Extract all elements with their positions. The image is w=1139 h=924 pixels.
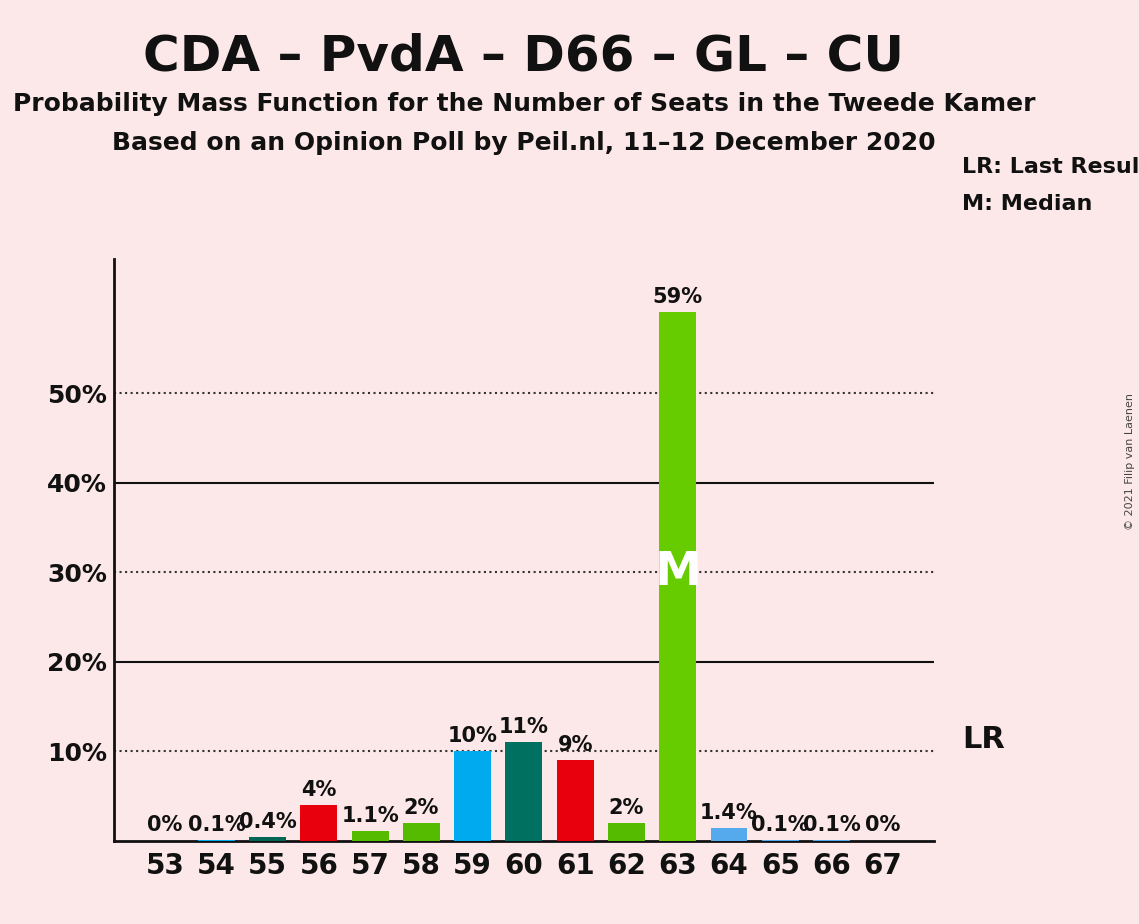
- Text: 4%: 4%: [301, 780, 337, 799]
- Text: LR: LR: [962, 724, 1006, 754]
- Text: 0.1%: 0.1%: [188, 815, 245, 834]
- Bar: [301, 805, 337, 841]
- Bar: [608, 823, 645, 841]
- Text: 0%: 0%: [865, 816, 901, 835]
- Text: 2%: 2%: [403, 797, 440, 818]
- Text: Based on an Opinion Poll by Peil.nl, 11–12 December 2020: Based on an Opinion Poll by Peil.nl, 11–…: [112, 131, 936, 155]
- Bar: [659, 312, 696, 841]
- Text: Probability Mass Function for the Number of Seats in the Tweede Kamer: Probability Mass Function for the Number…: [13, 92, 1035, 116]
- Text: 0.4%: 0.4%: [239, 812, 296, 832]
- Text: CDA – PvdA – D66 – GL – CU: CDA – PvdA – D66 – GL – CU: [144, 32, 904, 80]
- Text: © 2021 Filip van Laenen: © 2021 Filip van Laenen: [1125, 394, 1134, 530]
- Text: 59%: 59%: [653, 287, 703, 307]
- Bar: [352, 831, 388, 841]
- Text: 2%: 2%: [608, 797, 645, 818]
- Text: 11%: 11%: [499, 717, 549, 737]
- Text: LR: Last Result: LR: Last Result: [962, 157, 1139, 177]
- Text: M: Median: M: Median: [962, 194, 1092, 214]
- Bar: [454, 751, 491, 841]
- Text: 1.1%: 1.1%: [342, 806, 399, 826]
- Bar: [249, 837, 286, 841]
- Bar: [403, 823, 440, 841]
- Bar: [711, 828, 747, 841]
- Text: 9%: 9%: [557, 735, 593, 755]
- Text: 1.4%: 1.4%: [700, 803, 757, 823]
- Text: 0.1%: 0.1%: [803, 815, 860, 834]
- Text: M: M: [654, 550, 702, 595]
- Text: 0.1%: 0.1%: [752, 815, 809, 834]
- Text: 0%: 0%: [147, 816, 183, 835]
- Bar: [506, 742, 542, 841]
- Bar: [557, 760, 593, 841]
- Text: 10%: 10%: [448, 726, 498, 746]
